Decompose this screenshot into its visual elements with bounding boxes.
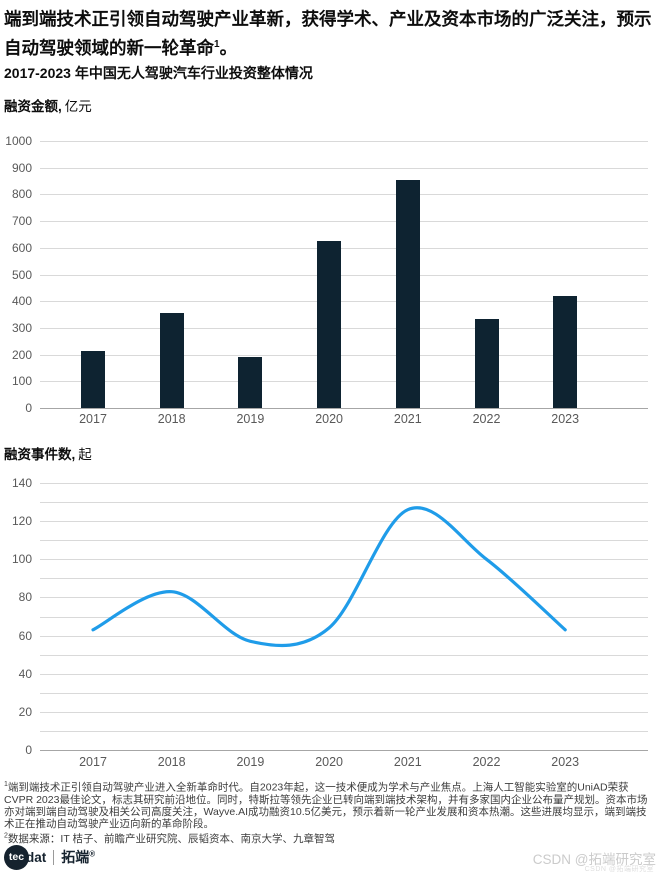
gridline: [40, 711, 648, 713]
y-tick-label: 100: [11, 552, 32, 567]
gridline: [40, 616, 648, 618]
x-tick-label: 2017: [79, 412, 107, 426]
x-tick-label: 2019: [236, 412, 265, 426]
y-tick-label: 140: [11, 476, 32, 490]
footnote-2-marker: 2: [4, 832, 8, 840]
csdn-watermark: CSDN @拓端研究室: [532, 852, 656, 867]
x-axis-line: [40, 408, 648, 409]
gridline: [40, 597, 648, 599]
y-tick-label: 1000: [5, 134, 32, 148]
line-series-svg: [91, 506, 567, 648]
y-tick-label: 500: [11, 267, 32, 282]
bar-2018: [159, 313, 184, 408]
gridline: [40, 301, 648, 303]
line-chart-label-metric: 融资事件数,: [4, 447, 76, 462]
gridline: [40, 221, 648, 223]
y-tick-label: 80: [18, 590, 32, 605]
footnote-2-text: 数据来源：IT 桔子、前瞻产业研究院、辰韬资本、南京大学、九章智驾: [7, 833, 335, 845]
gridline: [40, 692, 648, 694]
gridline: [40, 381, 648, 383]
bar-2023: [553, 295, 578, 408]
footnote-1: 1端到端技术正引领自动驾驶产业进入全新革命时代。自2023年起，这一技术便成为学…: [4, 779, 654, 830]
tecdat-logo-chinese: 拓端®: [61, 849, 96, 865]
y-tick-label: 800: [11, 187, 32, 202]
x-axis-line: [40, 750, 648, 751]
y-tick-label: 40: [18, 666, 32, 681]
logo-divider: [53, 849, 55, 865]
x-tick-label: 2021: [393, 755, 422, 769]
line-chart-label-unit: 起: [78, 447, 92, 462]
x-tick-label: 2019: [236, 755, 265, 769]
x-tick-label: 2023: [551, 755, 580, 769]
gridline: [40, 327, 648, 329]
page-title-footnote-marker: 1: [214, 39, 220, 50]
y-tick-label: 600: [11, 240, 32, 255]
y-tick-label: 700: [11, 214, 32, 229]
gridline: [40, 673, 648, 675]
y-tick-label: 900: [11, 160, 32, 175]
x-tick-label: 2023: [551, 412, 580, 426]
footnote-2-data-source: 2数据来源：IT 桔子、前瞻产业研究院、辰韬资本、南京大学、九章智驾: [4, 831, 654, 846]
tecdat-logo-circle: tec: [4, 844, 29, 870]
x-tick-label: 2018: [157, 755, 186, 769]
line-chart-label: 融资事件数, 起: [4, 443, 92, 463]
gridline: [40, 247, 648, 249]
bar-2020: [317, 241, 342, 408]
x-tick-label: 2018: [157, 412, 186, 426]
page-title: 端到端技术正引领自动驾驶产业革新，获得学术、产业及资本市场的广泛关注，预示自动驾…: [4, 6, 656, 61]
y-tick-label: 60: [18, 628, 32, 643]
gridline: [40, 540, 648, 542]
y-tick-label: 400: [11, 294, 32, 309]
y-tick-label: 20: [18, 704, 32, 719]
bar-2022: [474, 318, 499, 408]
tecdat-logo: tec dat 拓端®: [4, 844, 95, 870]
x-tick-label: 2020: [315, 412, 343, 426]
gridline: [40, 578, 648, 580]
gridline: [40, 194, 648, 196]
gridline: [40, 141, 648, 142]
y-tick-label: 120: [11, 514, 32, 529]
x-tick-label: 2020: [315, 755, 343, 769]
footnote-1-marker: 1: [4, 781, 8, 788]
gridline: [40, 354, 648, 356]
gridline: [40, 559, 648, 561]
gridline: [40, 730, 648, 732]
gridline: [40, 654, 648, 656]
page-title-period: 。: [219, 37, 238, 58]
chart-subtitle: 2017-2023 年中国无人驾驶汽车行业投资整体情况: [4, 65, 313, 81]
bar-2021: [395, 179, 420, 408]
gridline: [40, 521, 648, 523]
y-tick-label: 0: [25, 401, 32, 415]
y-tick-label: 300: [11, 320, 32, 335]
page-title-text: 端到端技术正引领自动驾驶产业革新，获得学术、产业及资本市场的广泛关注，预示自动驾…: [4, 9, 652, 58]
gridline: [40, 483, 648, 484]
tecdat-logo-dat: dat: [26, 849, 47, 865]
gridline: [40, 635, 648, 637]
bar-2017: [81, 350, 105, 408]
y-tick-label: 200: [11, 347, 32, 362]
bar-chart-label-metric: 融资金额,: [4, 99, 62, 114]
gridline: [40, 167, 648, 169]
x-tick-label: 2017: [79, 755, 107, 769]
csdn-watermark-small: CSDN @拓端研究室: [584, 866, 654, 873]
bar-2019: [238, 357, 263, 408]
x-tick-label: 2021: [393, 412, 422, 426]
gridline: [40, 502, 648, 504]
x-tick-label: 2022: [472, 412, 501, 426]
y-tick-label: 100: [11, 374, 32, 389]
footnote-1-text: 端到端技术正引领自动驾驶产业进入全新革命时代。自2023年起，这一技术便成为学术…: [4, 781, 648, 831]
y-tick-label: 0: [25, 743, 32, 757]
gridline: [40, 274, 648, 276]
bar-chart-label: 融资金额, 亿元: [4, 95, 92, 115]
registered-mark-icon: ®: [89, 849, 96, 859]
line-series: [91, 506, 567, 648]
bar-chart-label-unit: 亿元: [64, 99, 92, 114]
x-tick-label: 2022: [472, 755, 501, 769]
